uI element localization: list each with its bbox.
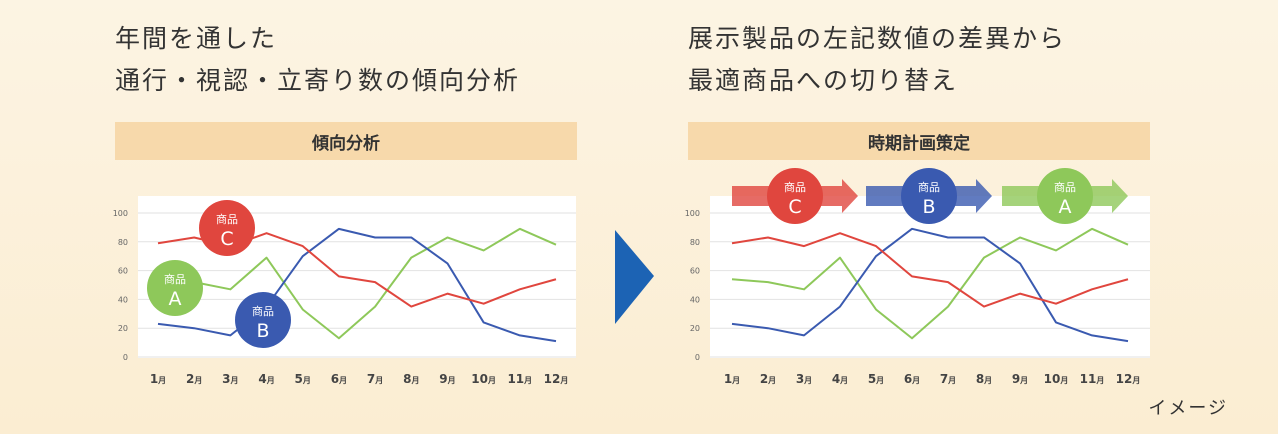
y-tick-label: 80 (118, 238, 128, 247)
x-tick-label: 1月 (724, 372, 740, 386)
x-tick-label: 10月 (471, 372, 496, 386)
y-tick-label: 60 (690, 267, 700, 276)
product-bubble-a: 商品 A (1037, 168, 1093, 224)
x-tick-label: 11月 (507, 372, 532, 386)
x-tick-label: 10月 (1044, 372, 1069, 386)
right-chart-title-band: 時期計画策定 (688, 122, 1150, 160)
y-tick-label: 20 (690, 324, 700, 333)
series-line-a (731, 227, 1129, 340)
x-tick-label: 6月 (331, 372, 347, 386)
product-bubble-c: 商品 C (767, 168, 823, 224)
x-tick-label: 7月 (940, 372, 956, 386)
x-tick-label: 7月 (367, 372, 383, 386)
left-chart-title-band: 傾向分析 (115, 122, 577, 160)
y-tick-label: 100 (685, 209, 700, 218)
bubble-letter: B (256, 320, 269, 342)
x-tick-label: 2月 (760, 372, 776, 386)
x-tick-label: 9月 (439, 372, 455, 386)
image-caption: イメージ (1148, 398, 1228, 419)
y-tick-label: 0 (123, 353, 128, 362)
left-headline-line2: 通行・視認・立寄り数の傾向分析 (115, 66, 521, 95)
left-headline-line1: 年間を通した (115, 24, 278, 53)
product-bubble-b: 商品 B (235, 292, 291, 348)
bubble-circle (147, 260, 203, 316)
bubble-label: 商品 (918, 180, 940, 194)
x-tick-label: 1月 (150, 372, 166, 386)
bubble-label: 商品 (784, 180, 806, 194)
bubble-label: 商品 (1054, 180, 1076, 194)
x-tick-label: 12月 (1116, 372, 1141, 386)
series-line-a (157, 227, 557, 340)
bubble-circle (901, 168, 957, 224)
x-tick-label: 5月 (295, 372, 311, 386)
series-line-b (157, 227, 557, 343)
product-bubble-b: 商品 B (901, 168, 957, 224)
bubble-letter: B (922, 196, 935, 218)
bubble-label: 商品 (164, 272, 186, 286)
bubble-label: 商品 (216, 212, 238, 226)
left-headline: 年間を通した 通行・視認・立寄り数の傾向分析 (115, 18, 520, 102)
right-headline-line2: 最適商品への切り替え (688, 66, 959, 95)
y-tick-label: 40 (118, 295, 128, 304)
y-tick-label: 100 (113, 209, 128, 218)
y-tick-label: 80 (690, 238, 700, 247)
x-tick-label: 8月 (403, 372, 419, 386)
x-tick-label: 11月 (1080, 372, 1105, 386)
series-line-c (731, 232, 1129, 308)
bubble-circle (767, 168, 823, 224)
bubble-circle (235, 292, 291, 348)
bubble-letter: A (169, 288, 182, 310)
x-tick-label: 8月 (976, 372, 992, 386)
x-tick-label: 6月 (904, 372, 920, 386)
y-tick-label: 20 (118, 324, 128, 333)
x-tick-label: 3月 (222, 372, 238, 386)
right-chart-title: 時期計画策定 (868, 133, 970, 154)
y-tick-label: 0 (695, 353, 700, 362)
bubble-label: 商品 (252, 304, 274, 318)
product-bubble-c: 商品 C (199, 200, 255, 256)
bubble-letter: A (1059, 196, 1072, 218)
x-tick-label: 4月 (258, 372, 274, 386)
right-headline-line1: 展示製品の左記数値の差異から (688, 24, 1067, 53)
x-tick-label: 12月 (544, 372, 569, 386)
x-tick-label: 3月 (796, 372, 812, 386)
left-chart-title: 傾向分析 (312, 133, 380, 154)
x-tick-label: 4月 (832, 372, 848, 386)
x-tick-label: 2月 (186, 372, 202, 386)
bubble-circle (199, 200, 255, 256)
y-tick-label: 60 (118, 267, 128, 276)
bubble-letter: C (220, 228, 233, 250)
y-tick-label: 40 (690, 295, 700, 304)
right-headline: 展示製品の左記数値の差異から 最適商品への切り替え (688, 18, 1066, 102)
x-tick-label: 9月 (1012, 372, 1028, 386)
bubble-letter: C (788, 196, 801, 218)
product-bubble-a: 商品 A (147, 260, 203, 316)
x-tick-label: 5月 (868, 372, 884, 386)
bubble-circle (1037, 168, 1093, 224)
series-line-b (731, 227, 1129, 343)
